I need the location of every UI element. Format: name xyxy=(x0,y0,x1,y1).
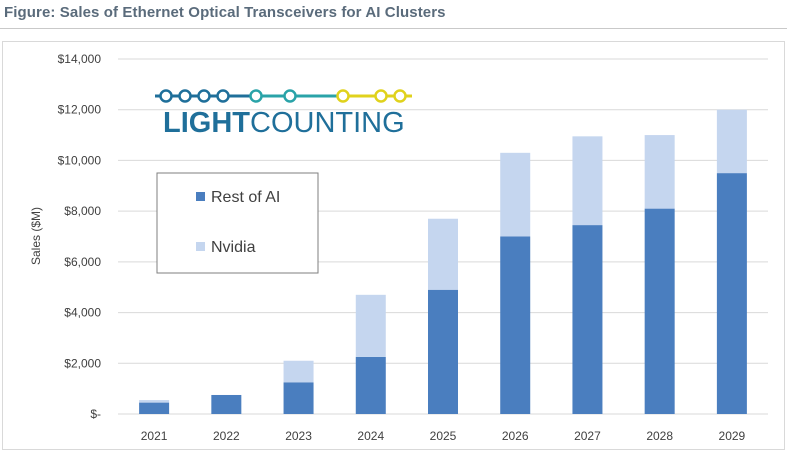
y-tick-label: $6,000 xyxy=(64,255,101,269)
x-tick-label: 2022 xyxy=(213,429,240,443)
bar-rest-of-ai-2022 xyxy=(211,394,242,414)
bar-rest-of-ai-2021 xyxy=(139,402,170,414)
bar-nvidia-2021 xyxy=(139,400,170,403)
bar-nvidia-2023 xyxy=(283,360,314,383)
legend-swatch-rest-of-ai xyxy=(196,192,205,201)
logo-ring xyxy=(283,89,297,103)
bar-nvidia-2025 xyxy=(428,218,458,290)
title-divider xyxy=(0,28,787,29)
logo-ring xyxy=(249,89,263,103)
x-tick-label: 2029 xyxy=(719,429,746,443)
bar-rest-of-ai-2023 xyxy=(283,382,314,414)
legend-label-rest-of-ai: Rest of AI xyxy=(211,189,280,206)
legend-swatch-nvidia xyxy=(196,242,205,251)
logo-ring xyxy=(159,89,173,103)
logo-wordmark: LIGHTCOUNTING xyxy=(163,107,405,139)
y-tick-labels: $- $2,000 $4,000 $6,000 $8,000 $10,000 $12,000… xyxy=(58,52,102,421)
figure-title: Figure: Sales of Ethernet Optical Transc… xyxy=(4,4,446,21)
logo-text-counting: COUNTING xyxy=(250,107,405,139)
legend-box xyxy=(156,172,319,274)
bar-rest-of-ai-2027 xyxy=(572,225,603,414)
legend: Rest of AI Nvidia xyxy=(156,172,319,274)
legend-label-nvidia: Nvidia xyxy=(211,239,256,256)
bar-nvidia-2029 xyxy=(716,109,747,174)
logo-ring xyxy=(178,89,192,103)
x-tick-label: 2024 xyxy=(357,429,384,443)
bar-nvidia-2027 xyxy=(572,136,603,226)
lightcounting-logo: LIGHTCOUNTING xyxy=(155,89,412,139)
x-tick-label: 2026 xyxy=(502,429,529,443)
logo-ring xyxy=(216,89,230,103)
x-tick-label: 2027 xyxy=(574,429,601,443)
chart-frame xyxy=(2,41,785,450)
bar-nvidia-2028 xyxy=(644,135,675,209)
bar-rest-of-ai-2024 xyxy=(355,356,386,414)
logo-text-light: LIGHT xyxy=(163,107,250,139)
logo-ring xyxy=(336,89,350,103)
bar-nvidia-2026 xyxy=(500,152,531,237)
logo-chain-icon xyxy=(155,89,412,103)
logo-ring xyxy=(197,89,211,103)
bar-rest-of-ai-2028 xyxy=(644,208,675,414)
x-tick-labels: 2021 2022 2023 2024 2025 2026 2027 2028 2029 xyxy=(141,429,746,443)
y-tick-label: $14,000 xyxy=(58,52,102,66)
bars xyxy=(139,109,747,414)
x-tick-label: 2023 xyxy=(285,429,312,443)
y-tick-label: $12,000 xyxy=(58,103,102,117)
bar-rest-of-ai-2026 xyxy=(500,236,531,414)
y-tick-label: $2,000 xyxy=(64,356,101,370)
x-tick-label: 2021 xyxy=(141,429,168,443)
bar-nvidia-2024 xyxy=(355,294,386,357)
y-tick-label: $10,000 xyxy=(58,153,102,167)
logo-ring xyxy=(393,89,407,103)
bar-rest-of-ai-2025 xyxy=(428,289,458,414)
y-axis-label: Sales ($M) xyxy=(29,207,43,265)
bar-rest-of-ai-2029 xyxy=(716,173,747,414)
y-tick-label: $- xyxy=(90,407,101,421)
x-tick-label: 2028 xyxy=(646,429,673,443)
x-tick-label: 2025 xyxy=(430,429,457,443)
logo-ring xyxy=(374,89,388,103)
y-tick-label: $4,000 xyxy=(64,306,101,320)
y-tick-label: $8,000 xyxy=(64,204,101,218)
